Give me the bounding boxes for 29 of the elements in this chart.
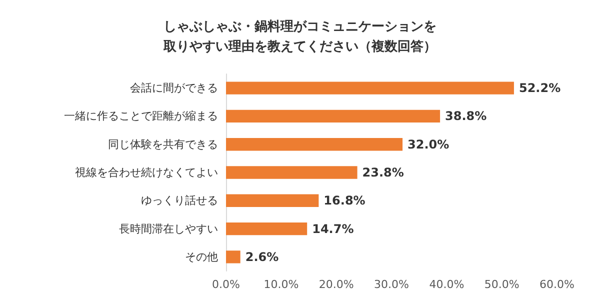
y-tick-label: 長時間滞在しやすい — [119, 222, 218, 236]
data-label: 14.7% — [312, 222, 354, 236]
x-tick-label: 60.0% — [540, 278, 574, 291]
bar — [226, 138, 403, 151]
data-label: 38.8% — [445, 109, 487, 124]
bar — [226, 222, 308, 236]
y-tick-label: 一緒に作ることで距離が縮まる — [64, 110, 218, 123]
data-label: 52.2% — [518, 81, 561, 96]
y-tick-label: 会話に間ができる — [130, 82, 218, 95]
x-tick-label: 50.0% — [484, 278, 520, 291]
x-tick-label: 20.0% — [318, 278, 354, 291]
data-label: 16.8% — [324, 194, 366, 208]
data-label: 2.6% — [245, 250, 279, 264]
bar — [226, 110, 440, 123]
bar — [226, 194, 319, 207]
y-tick-label: ゆっくり話せる — [141, 194, 218, 208]
x-tick-label: 30.0% — [374, 278, 409, 291]
data-label: 32.0% — [408, 137, 450, 152]
y-tick-label: 視線を合わせ続けなくてよい — [75, 166, 218, 179]
x-tick-label: 10.0% — [264, 278, 299, 291]
bar — [226, 166, 358, 179]
bar — [226, 82, 514, 94]
y-tick-label: 同じ体験を共有できる — [108, 138, 218, 151]
data-label: 23.8% — [362, 166, 404, 180]
x-tick-label: 40.0% — [429, 278, 464, 291]
x-tick-label: 0.0% — [212, 278, 240, 291]
y-tick-label: その他 — [185, 250, 218, 264]
bar — [226, 250, 240, 264]
chart-title: しゃぶしゃぶ・鍋料理がコミュニケーションを取りやすい理由を教えてください（複数回答） — [162, 20, 436, 54]
